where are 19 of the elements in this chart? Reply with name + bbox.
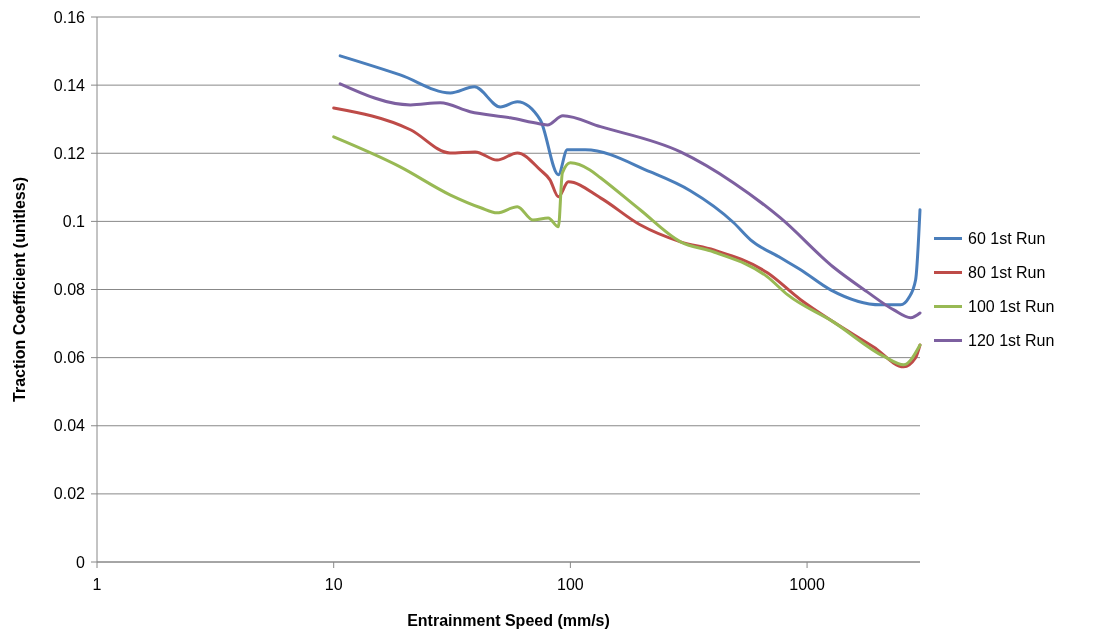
legend-label: 100 1st Run (968, 298, 1055, 316)
x-tick-label: 10 (324, 576, 343, 593)
x-tick-label: 1 (92, 576, 102, 593)
x-tick-label: 1000 (789, 576, 825, 593)
legend-label: 120 1st Run (968, 332, 1055, 350)
y-tick-label: 0.04 (53, 417, 86, 435)
y-tick-label: 0 (76, 553, 86, 571)
y-tick-label: 0.12 (53, 144, 86, 162)
legend-label: 80 1st Run (968, 264, 1046, 282)
y-tick-label: 0.06 (53, 349, 86, 367)
y-tick-label: 0.16 (53, 8, 86, 26)
y-axis-title: Traction Coefficient (unitless) (11, 177, 28, 402)
y-tick-label: 0.02 (53, 485, 86, 503)
y-tick-label: 0.08 (53, 281, 86, 299)
x-tick-label: 100 (557, 576, 584, 593)
y-tick-label: 0.1 (62, 212, 86, 230)
x-axis-title: Entrainment Speed (mm/s) (407, 612, 610, 629)
y-tick-label: 0.14 (53, 76, 86, 94)
legend-label: 60 1st Run (968, 230, 1046, 248)
